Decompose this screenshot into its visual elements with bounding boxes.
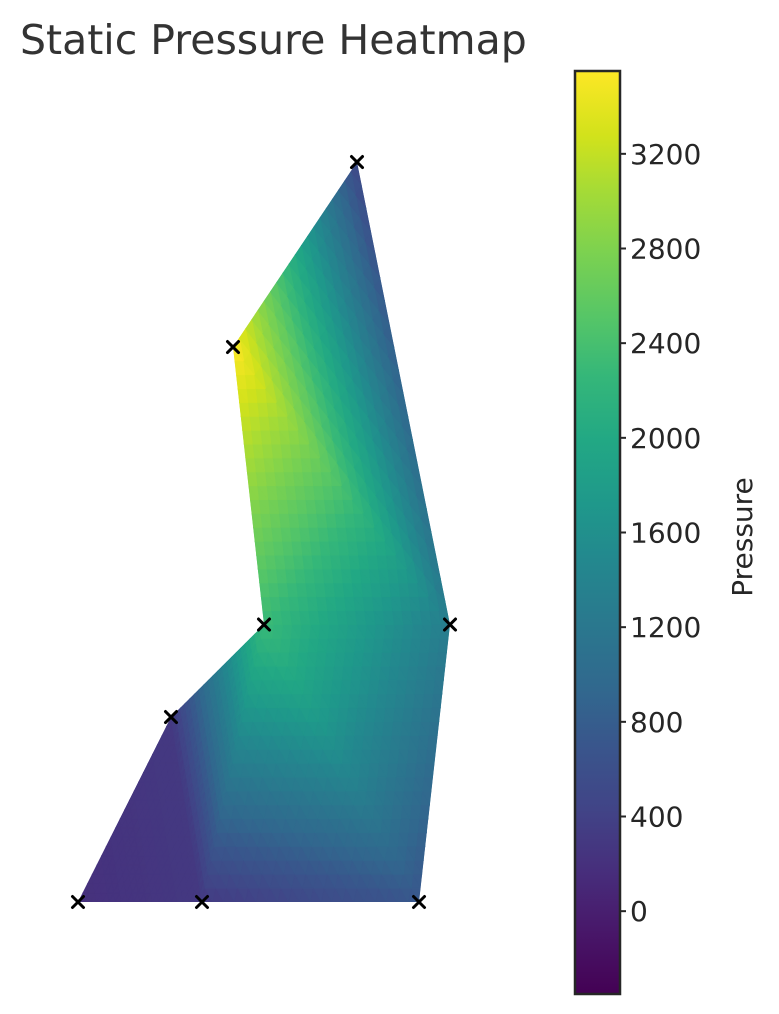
- field-cell: [257, 299, 270, 325]
- node-marker: [257, 617, 271, 632]
- field-cell: [319, 207, 332, 232]
- field-cell: [306, 225, 319, 251]
- node-marker: [226, 340, 240, 355]
- field-cell: [203, 678, 209, 694]
- field-cell: [244, 637, 251, 653]
- field-cell: [249, 632, 256, 648]
- node-marker: [195, 895, 209, 909]
- field-cell: [282, 262, 294, 288]
- field-cell: [263, 290, 276, 315]
- field-cell: [331, 188, 344, 214]
- node-marker: [164, 710, 178, 725]
- field-cell: [244, 318, 257, 343]
- field-cell: [254, 627, 261, 644]
- field-cell: [226, 655, 233, 671]
- field-cell: [344, 170, 356, 195]
- field-cell: [184, 697, 191, 713]
- node-marker: [443, 617, 457, 632]
- colorbar-tick-label: 2800: [630, 233, 701, 266]
- colorbar-tick-label: 1200: [630, 611, 701, 644]
- field-cell: [189, 692, 195, 708]
- colorbar-label: Pressure: [726, 477, 759, 597]
- field-cell: [207, 674, 214, 690]
- field-cell: [179, 701, 186, 718]
- field-cell: [251, 308, 263, 334]
- field-cell: [221, 660, 228, 676]
- field-cell: [231, 651, 237, 667]
- node-marker: [71, 895, 85, 909]
- field-cell: [275, 271, 288, 297]
- colorbar-tick-label: 2400: [630, 327, 701, 360]
- field-cell: [217, 664, 223, 681]
- field-cell: [288, 253, 301, 278]
- colorbar-tick-label: 1600: [630, 517, 701, 550]
- colorbar-ticks: 0 400 800 1200 1600 2000 2400 2800 3200: [620, 138, 701, 928]
- pressure-field: [78, 162, 450, 902]
- node-marker: [412, 895, 426, 909]
- chart-title: Static Pressure Heatmap: [20, 16, 527, 64]
- colorbar-tick-label: 0: [630, 895, 648, 928]
- colorbar-tick-label: 3200: [630, 138, 701, 171]
- field-cell: [294, 244, 307, 269]
- colorbar: [573, 69, 622, 996]
- colorbar-tick-label: 800: [630, 706, 683, 739]
- colorbar-tick-label: 400: [630, 801, 683, 834]
- field-cell: [198, 683, 205, 699]
- field-cell: [269, 281, 282, 306]
- field-cell: [238, 327, 251, 352]
- field-cell: [325, 197, 338, 223]
- field-cell: [313, 216, 325, 241]
- field-cell: [337, 179, 350, 204]
- node-marker: [350, 155, 364, 170]
- field-cell: [240, 641, 247, 657]
- field-cell: [212, 669, 219, 685]
- field-cell: [193, 688, 200, 704]
- field-cell: [300, 234, 313, 260]
- node-markers: [71, 155, 457, 909]
- field-cell: [235, 646, 242, 662]
- colorbar-tick-label: 2000: [630, 422, 701, 455]
